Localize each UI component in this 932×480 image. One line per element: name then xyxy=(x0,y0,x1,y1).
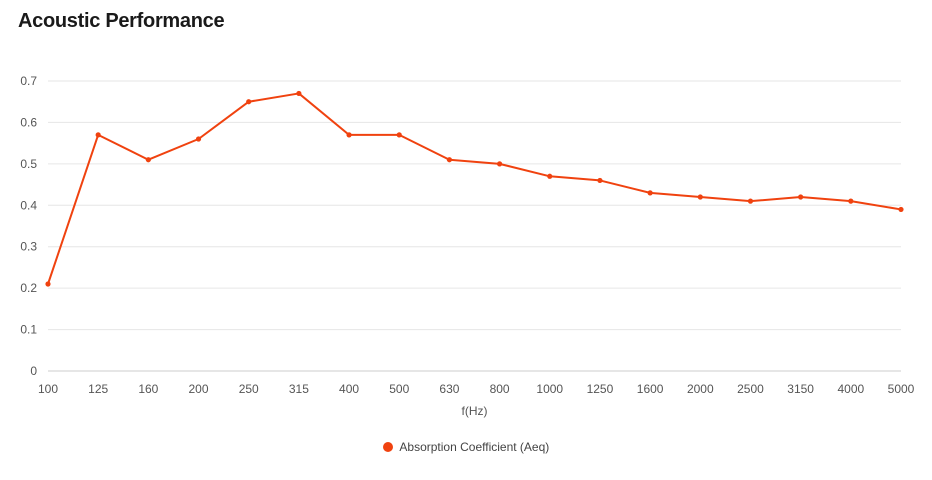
data-point[interactable] xyxy=(346,132,352,138)
x-tick-label: 3150 xyxy=(787,382,814,396)
data-point[interactable] xyxy=(195,136,202,142)
y-tick-label: 0.4 xyxy=(20,198,37,212)
data-point[interactable] xyxy=(246,99,252,105)
y-tick-label: 0.7 xyxy=(20,74,37,88)
x-tick-label: 630 xyxy=(439,382,459,396)
data-point[interactable] xyxy=(697,194,703,200)
x-tick-label: 400 xyxy=(339,382,359,396)
x-tick-label: 5000 xyxy=(888,382,915,396)
data-point[interactable] xyxy=(848,198,854,204)
data-point[interactable] xyxy=(45,281,51,287)
x-tick-label: 800 xyxy=(490,382,510,396)
y-tick-label: 0.3 xyxy=(20,240,37,254)
data-point[interactable] xyxy=(647,190,653,196)
legend-label: Absorption Coefficient (Aeq) xyxy=(399,440,550,454)
data-point[interactable] xyxy=(145,157,151,163)
x-tick-label: 4000 xyxy=(837,382,864,396)
data-point[interactable] xyxy=(296,90,302,97)
x-tick-label: 100 xyxy=(38,382,58,396)
y-tick-label: 0.1 xyxy=(20,323,37,337)
data-point[interactable] xyxy=(496,161,503,167)
data-point[interactable] xyxy=(898,206,904,213)
y-tick-label: 0 xyxy=(30,364,37,378)
x-tick-label: 315 xyxy=(289,382,309,396)
x-tick-label: 1000 xyxy=(536,382,563,396)
y-axis-ticks: 0 0.1 0.2 0.3 0.4 0.5 0.6 0.7 xyxy=(20,74,37,378)
y-tick-label: 0.5 xyxy=(20,157,37,171)
y-tick-label: 0.2 xyxy=(20,281,37,295)
x-axis-ticks: 100 125 160 200 250 315 400 500 630 800 1000 1250 16… xyxy=(38,382,915,396)
chart-title: Acoustic Performance xyxy=(18,10,225,32)
data-point[interactable] xyxy=(747,198,754,204)
x-tick-label: 200 xyxy=(189,382,209,396)
x-tick-label: 1600 xyxy=(637,382,664,396)
series-layer xyxy=(45,90,904,287)
data-point[interactable] xyxy=(547,173,553,179)
data-point[interactable] xyxy=(798,194,804,200)
data-point[interactable] xyxy=(446,157,453,163)
data-point[interactable] xyxy=(396,132,402,138)
x-tick-label: 1250 xyxy=(587,382,614,396)
data-point[interactable] xyxy=(597,177,603,184)
x-tick-label: 2500 xyxy=(737,382,764,396)
series-line xyxy=(47,92,902,285)
grid-lines xyxy=(48,80,901,372)
legend-marker-icon xyxy=(382,442,393,452)
x-tick-label: 2000 xyxy=(687,382,714,396)
x-tick-label: 250 xyxy=(239,382,259,396)
y-tick-label: 0.6 xyxy=(20,115,37,129)
x-axis-label: f(Hz) xyxy=(462,404,488,418)
x-tick-label: 160 xyxy=(138,382,158,396)
legend[interactable]: Absorption Coefficient (Aeq) xyxy=(0,440,932,454)
x-tick-label: 125 xyxy=(88,382,108,396)
data-point[interactable] xyxy=(95,132,101,138)
x-tick-label: 500 xyxy=(389,382,409,396)
